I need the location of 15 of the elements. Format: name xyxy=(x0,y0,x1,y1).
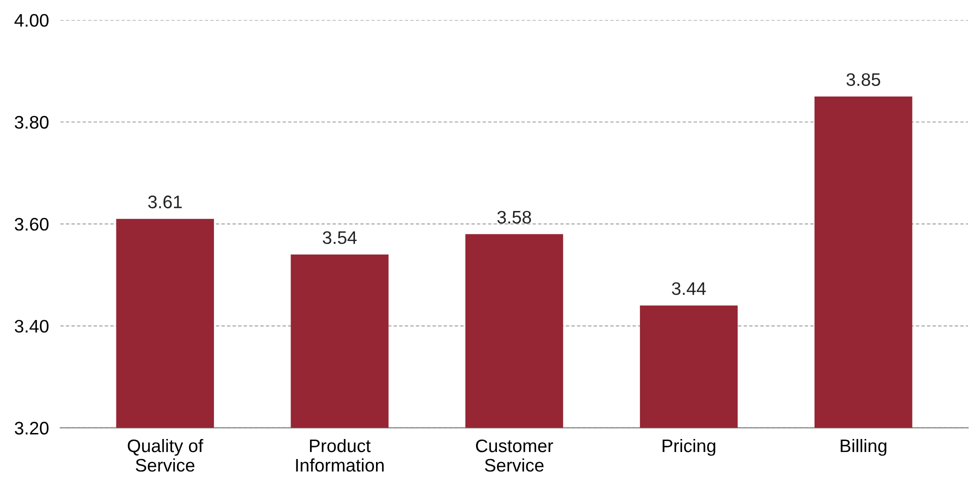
y-tick-label: 3.80 xyxy=(14,116,49,129)
x-tick-label: Quality of Service xyxy=(128,438,204,472)
y-tick-label: 4.00 xyxy=(14,14,49,27)
y-tick-label: 3.60 xyxy=(14,218,49,231)
x-tick-label: Product Information xyxy=(296,438,384,472)
x-tick-label: Customer Service xyxy=(476,439,554,472)
y-tick-label: 3.40 xyxy=(14,320,49,333)
y-tick-label: 3.20 xyxy=(14,422,49,435)
data-label: 3.85 xyxy=(846,73,880,86)
data-label: 3.61 xyxy=(148,196,182,208)
data-label: 3.54 xyxy=(322,231,357,244)
data-label: 3.44 xyxy=(672,282,706,295)
x-tick-label: Billing xyxy=(840,438,886,456)
x-tick-label: Pricing xyxy=(662,438,716,456)
data-label: 3.58 xyxy=(497,210,532,224)
